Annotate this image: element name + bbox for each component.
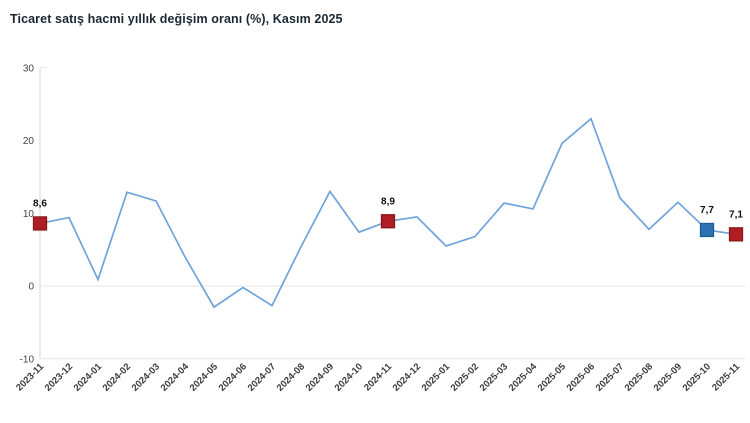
data-label-2023-11: 8,6 <box>33 198 47 209</box>
datalabel-layer: 8,6 8,9 7,7 7,1 <box>33 196 743 220</box>
xtick-label: 2024-07 <box>246 361 278 393</box>
xtick-label: 2025-02 <box>449 361 481 393</box>
marker-layer <box>32 214 744 242</box>
xtick-label: 2024-01 <box>72 361 105 394</box>
ytick-labels: 30 20 10 0 -10 <box>20 63 35 365</box>
xtick-label: 2024-04 <box>159 361 192 394</box>
ytick-label: 30 <box>23 63 35 74</box>
xtick-label: 2023-11 <box>14 361 47 394</box>
xtick-label: 2025-10 <box>681 361 713 393</box>
xtick-label: 2024-08 <box>275 361 307 393</box>
xtick-label: 2025-06 <box>565 361 597 393</box>
point-marker-2025-10[interactable] <box>699 222 715 238</box>
data-label-2025-11: 7,1 <box>729 209 743 220</box>
xtick-label: 2025-07 <box>594 361 626 393</box>
data-label-2025-10: 7,7 <box>700 205 714 216</box>
xtick-label: 2025-11 <box>710 361 743 394</box>
xtick-label: 2024-10 <box>333 361 365 393</box>
xtick-label: 2024-12 <box>391 361 423 393</box>
xtick-label: 2025-03 <box>478 361 510 393</box>
xtick-label: 2025-01 <box>420 361 453 394</box>
ytick-label: 20 <box>23 136 35 147</box>
trend-line <box>39 117 737 309</box>
chart-title: Ticaret satış hacmi yıllık değişim oranı… <box>10 12 343 26</box>
xtick-label: 2024-11 <box>362 361 395 394</box>
xtick-label: 2023-12 <box>43 361 75 393</box>
xtick-label: 2024-09 <box>304 361 336 393</box>
series-layer <box>39 117 737 309</box>
ytick-label: 0 <box>28 282 34 293</box>
xtick-label: 2024-03 <box>130 361 162 393</box>
xtick-label: 2024-05 <box>188 361 221 394</box>
data-label-2024-11: 8,9 <box>381 196 395 207</box>
xtick-label: 2025-08 <box>623 361 655 393</box>
xtick-label: 2025-09 <box>652 361 684 393</box>
point-marker-2023-11[interactable] <box>32 216 48 231</box>
xtick-label: 2025-04 <box>507 361 540 394</box>
xtick-labels: 2023-112023-122024-012024-022024-032024-… <box>14 361 743 394</box>
xtick-label: 2024-06 <box>217 361 249 393</box>
xtick-label: 2025-05 <box>536 361 569 394</box>
xtick-label: 2024-02 <box>101 361 133 393</box>
ytick-label: -10 <box>20 354 35 365</box>
point-marker-2024-11[interactable] <box>380 214 396 229</box>
point-marker-2025-11[interactable] <box>728 227 744 242</box>
ytick-label: 10 <box>23 209 35 220</box>
axis-layer <box>39 67 745 360</box>
